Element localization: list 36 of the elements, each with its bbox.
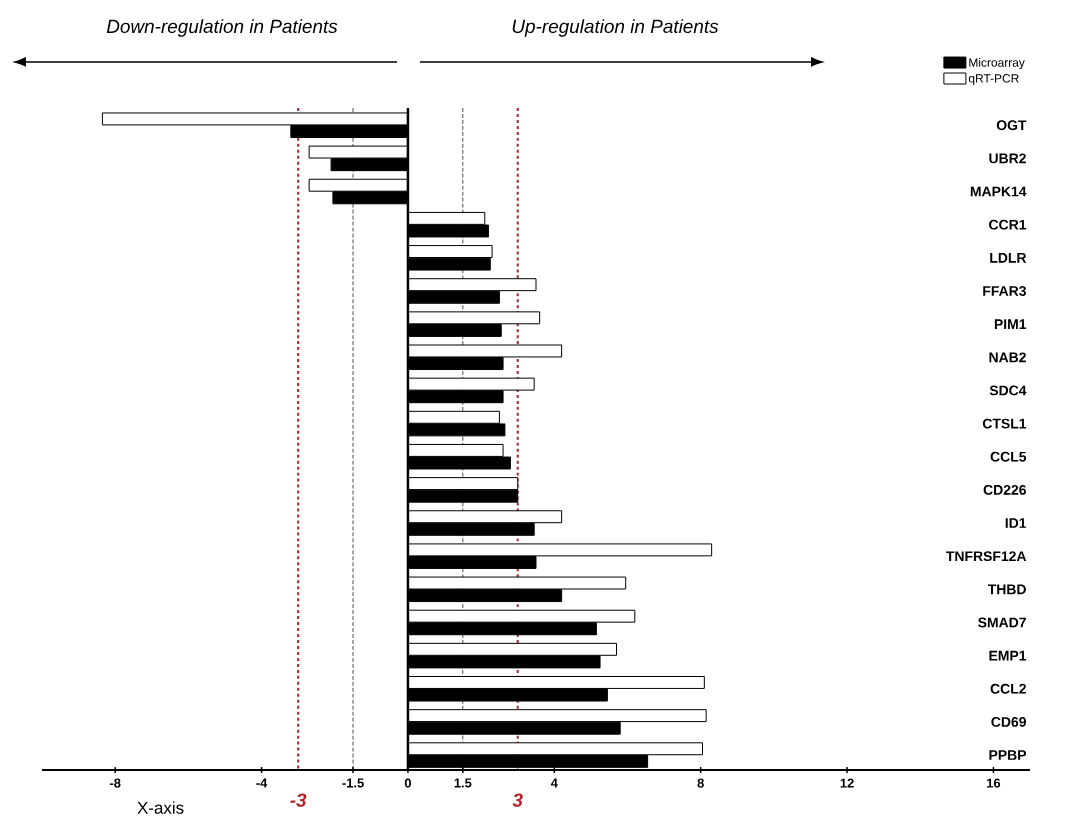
y-tick-label: NAB2	[989, 352, 1026, 363]
y-tick-label: CCL5	[990, 451, 1027, 462]
ref-line-label: -3	[290, 793, 307, 807]
y-tick-label: CD226	[983, 484, 1026, 495]
x-tick-label: 1.5	[454, 778, 472, 788]
y-tick-label: CCR1	[989, 219, 1027, 230]
y-tick-label: EMP1	[989, 650, 1027, 661]
text: Up-regulation in Patients	[512, 19, 719, 37]
x-tick-label: 12	[840, 778, 854, 788]
y-tick-label: UBR2	[989, 153, 1026, 164]
y-tick-label: FFAR3	[983, 286, 1026, 296]
x-tick-label: 0	[404, 778, 412, 788]
y-tick-label: CD69	[991, 716, 1026, 727]
legend-label: Microarray	[969, 57, 1025, 70]
ref-line-label: 3	[512, 793, 523, 807]
y-tick-label: MAPK14	[970, 186, 1027, 197]
y-tick-label: TNFRSF12A	[946, 551, 1027, 562]
y-tick-label: ID1	[1005, 518, 1027, 528]
y-tick-label: PPBP	[989, 750, 1027, 760]
legend-label: qRT-PCR	[968, 74, 1019, 85]
y-tick-label: SDC4	[989, 385, 1027, 396]
x-axis-title: X-axis	[137, 801, 184, 814]
y-tick-label: LDLR	[990, 253, 1027, 263]
x-tick-label: 8	[697, 778, 704, 788]
x-tick-label: 16	[987, 778, 1001, 788]
x-tick-label: -8	[109, 778, 121, 788]
x-tick-label: -4	[256, 778, 268, 788]
y-tick-label: THBD	[987, 584, 1026, 595]
y-tick-label: CCL2	[990, 683, 1026, 694]
x-tick-label: -1.5	[342, 778, 364, 788]
y-tick-label: SMAD7	[978, 617, 1026, 628]
text: Down-regulation in Patients	[106, 19, 338, 37]
x-tick-label: 4	[550, 778, 558, 788]
y-tick-label: PIM1	[994, 319, 1027, 329]
y-tick-label: CTSL1	[982, 418, 1027, 429]
y-tick-label: OGT	[996, 120, 1027, 131]
